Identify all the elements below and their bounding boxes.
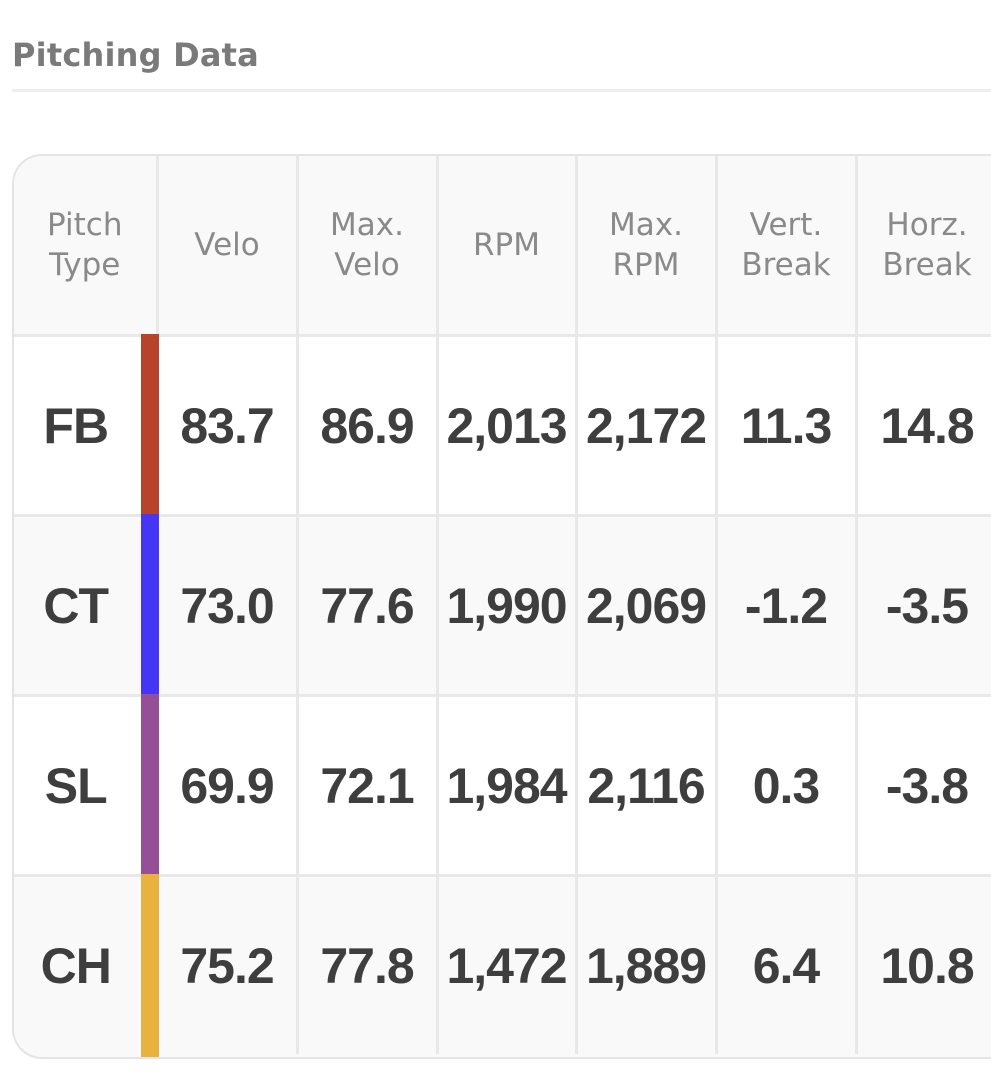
pitching-table-container[interactable]: Pitch Type Velo Max. Velo RPM Max. RPM V… [12, 154, 991, 1059]
max-velo-cell: 77.8 [295, 874, 439, 1054]
max-rpm-cell: 2,116 [574, 694, 718, 877]
header-max-rpm[interactable]: Max. RPM [574, 156, 718, 337]
pitch-type-cell: CT [14, 514, 159, 697]
table-row: SL 69.9 72.1 1,984 2,116 0.3 -3.8 [14, 694, 991, 877]
horz-break-cell: -3.8 [854, 694, 991, 877]
velo-cell: 75.2 [155, 874, 299, 1054]
pitch-color-bar [140, 334, 159, 517]
velo-cell: 69.9 [155, 694, 299, 877]
velo-cell: 73.0 [155, 514, 299, 697]
header-vert-break[interactable]: Vert. Break [714, 156, 858, 337]
header-pitch-type[interactable]: Pitch Type [14, 156, 159, 337]
rpm-cell: 1,472 [435, 874, 578, 1054]
horz-break-cell: 14.8 [854, 334, 991, 517]
table-row: CH 75.2 77.8 1,472 1,889 6.4 10.8 [14, 874, 991, 1057]
max-velo-cell: 77.6 [295, 514, 439, 697]
header-horz-break[interactable]: Horz. Break [854, 156, 991, 337]
pitch-type-label: CH [40, 937, 112, 994]
table-row: FB 83.7 86.9 2,013 2,172 11.3 14.8 [14, 334, 991, 517]
horz-break-cell: 10.8 [854, 874, 991, 1054]
pitch-color-bar [140, 694, 159, 877]
pitch-color-bar [140, 874, 159, 1057]
pitch-color-bar [140, 514, 159, 697]
horz-break-cell: -3.5 [854, 514, 991, 697]
header-max-velo[interactable]: Max. Velo [295, 156, 439, 337]
pitch-type-label: CT [43, 577, 109, 634]
pitching-data-table: Pitch Type Velo Max. Velo RPM Max. RPM V… [14, 156, 991, 1057]
vert-break-cell: 11.3 [714, 334, 858, 517]
pitch-type-label: SL [44, 757, 108, 814]
rpm-cell: 1,984 [435, 694, 578, 877]
title-divider [12, 89, 991, 92]
max-rpm-cell: 2,172 [574, 334, 718, 517]
max-rpm-cell: 1,889 [574, 874, 718, 1054]
header-velo[interactable]: Velo [155, 156, 299, 337]
section-title: Pitching Data [12, 36, 259, 74]
pitch-type-cell: CH [14, 874, 159, 1057]
pitch-type-cell: FB [14, 334, 159, 517]
table-row: CT 73.0 77.6 1,990 2,069 -1.2 -3.5 [14, 514, 991, 697]
pitch-type-cell: SL [14, 694, 159, 877]
table-header-row: Pitch Type Velo Max. Velo RPM Max. RPM V… [14, 156, 991, 337]
max-rpm-cell: 2,069 [574, 514, 718, 697]
rpm-cell: 1,990 [435, 514, 578, 697]
max-velo-cell: 72.1 [295, 694, 439, 877]
header-rpm[interactable]: RPM [435, 156, 578, 337]
vert-break-cell: 0.3 [714, 694, 858, 877]
vert-break-cell: -1.2 [714, 514, 858, 697]
pitch-type-label: FB [43, 397, 109, 454]
rpm-cell: 2,013 [435, 334, 578, 517]
velo-cell: 83.7 [155, 334, 299, 517]
max-velo-cell: 86.9 [295, 334, 439, 517]
vert-break-cell: 6.4 [714, 874, 858, 1054]
